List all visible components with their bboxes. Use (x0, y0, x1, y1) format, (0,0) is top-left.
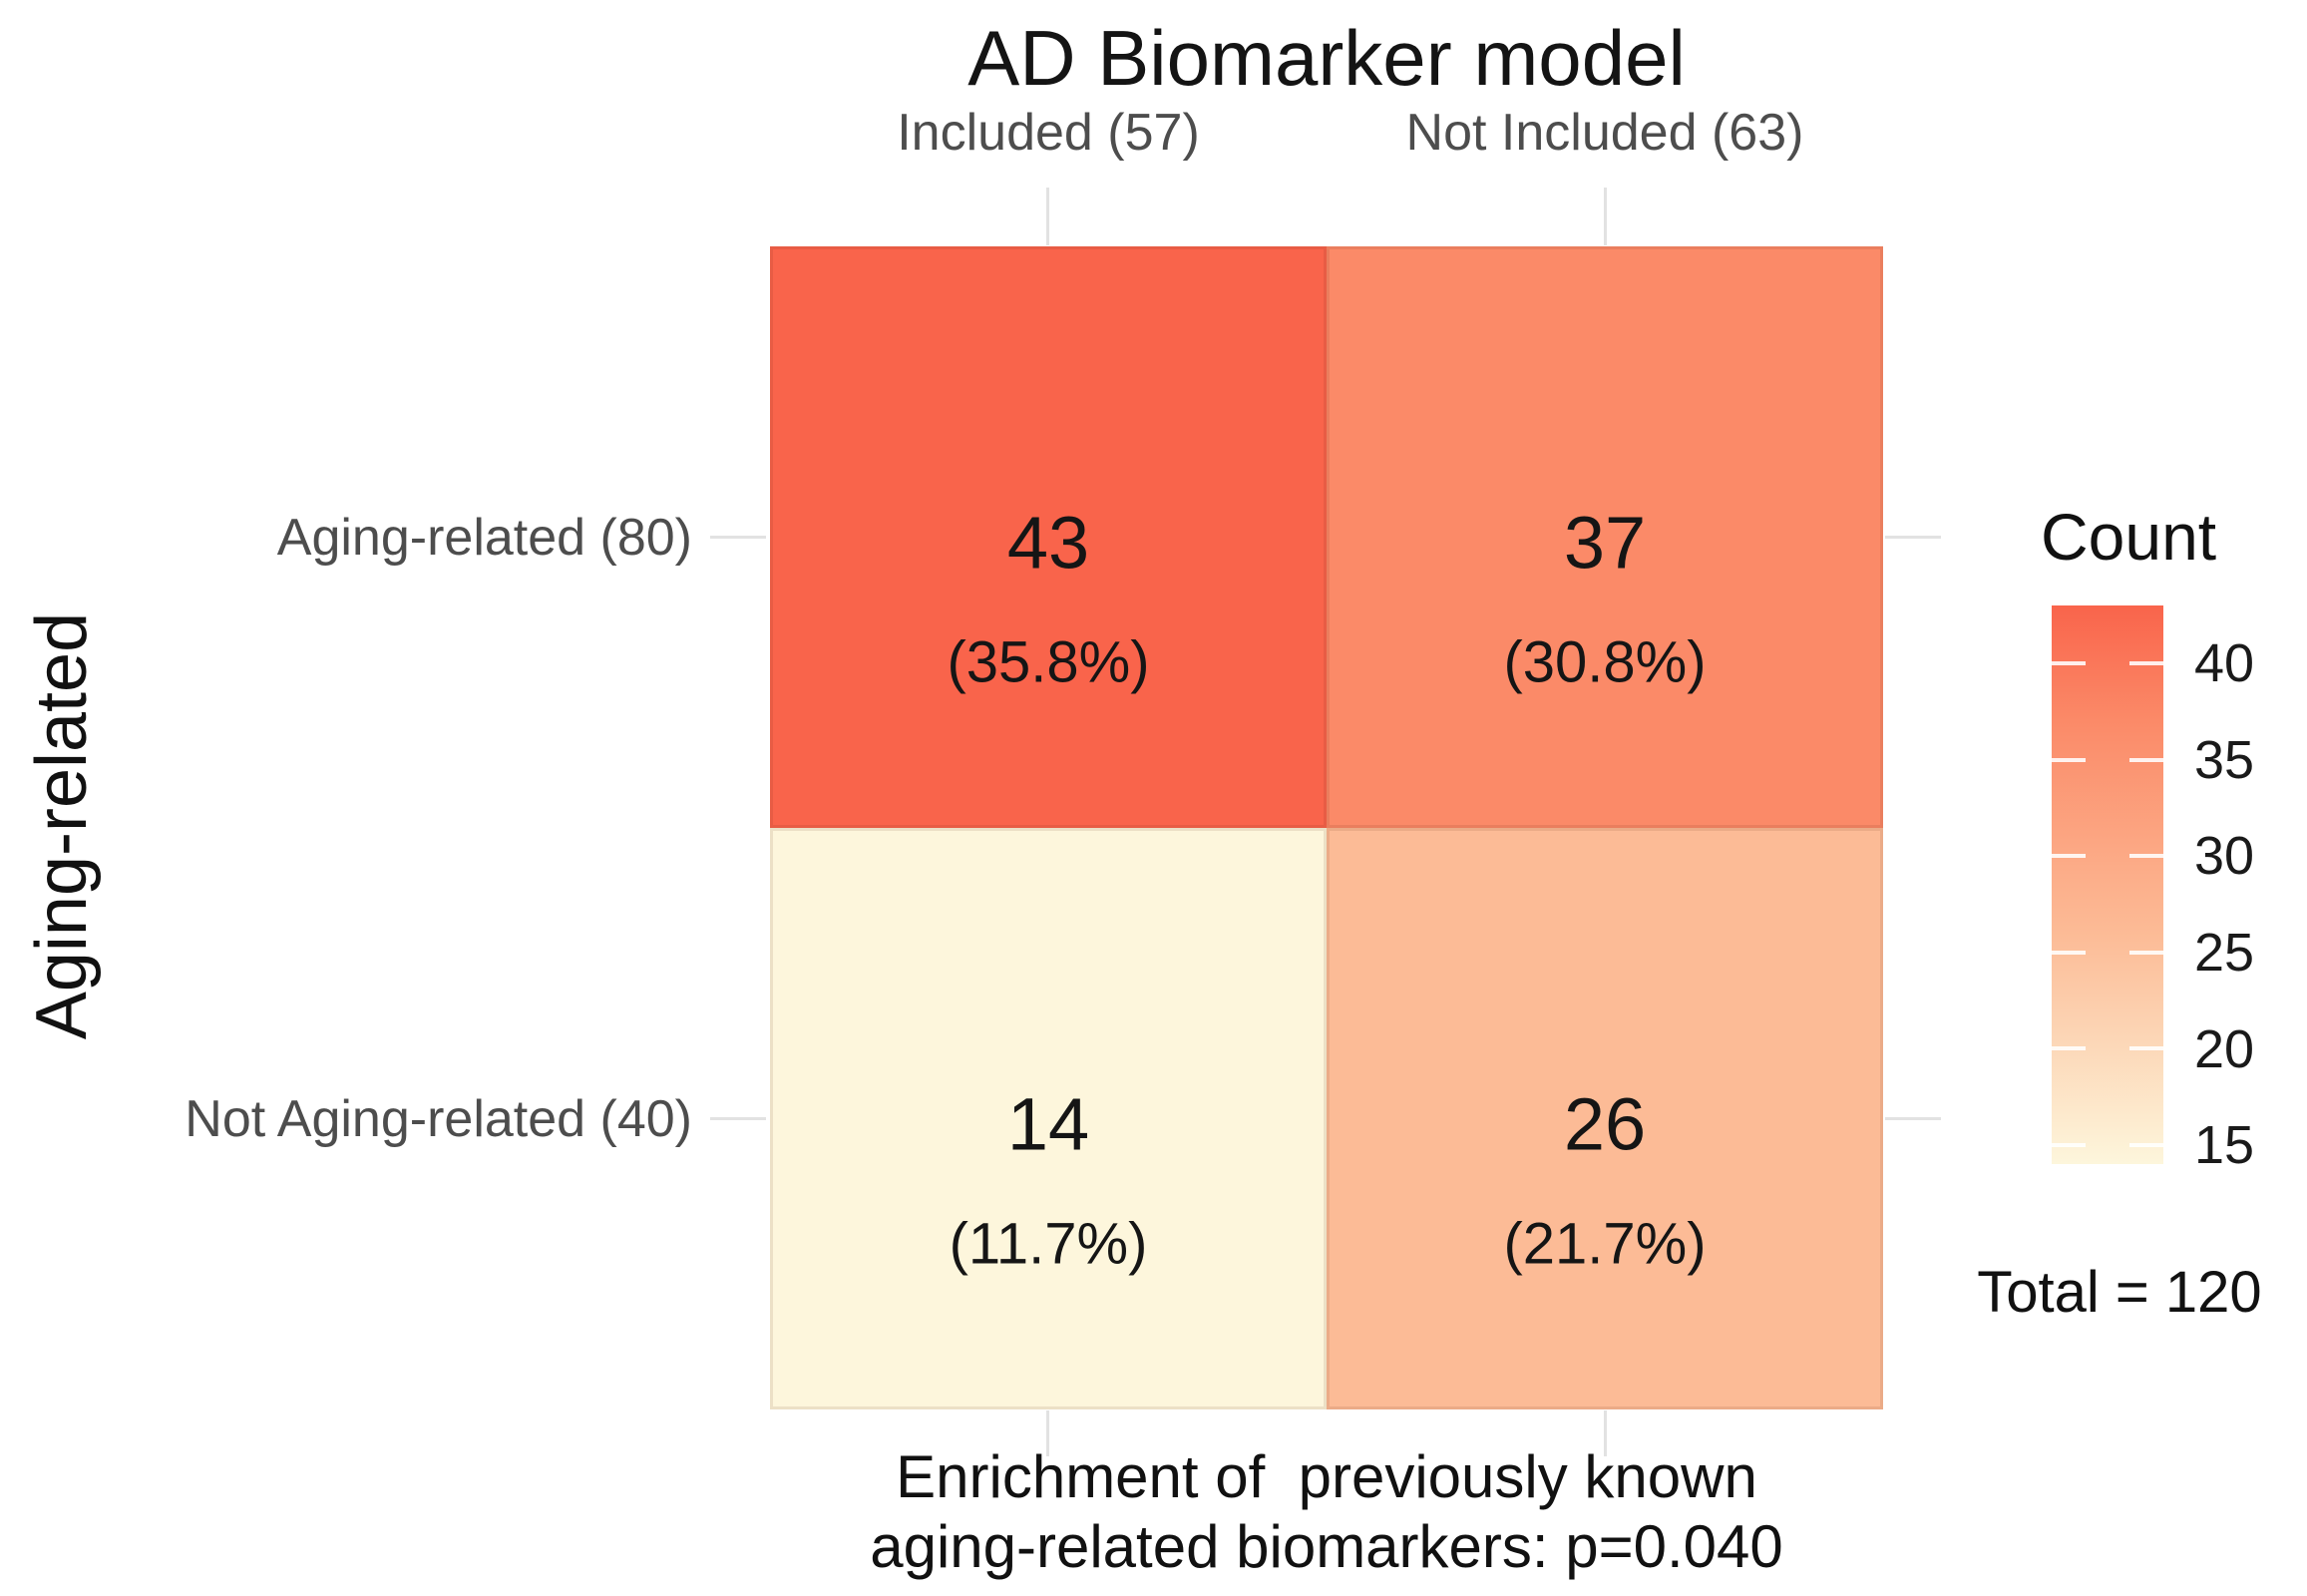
heatmap-matrix: 43 (35.8%) 37 (30.8%) 14 (11.7%) 26 (21.… (770, 246, 1883, 1409)
legend-tick-label: 25 (2194, 923, 2255, 983)
axis-tick-bottom-col2 (1604, 1410, 1607, 1456)
column-label-not-included: Not Included (63) (1405, 104, 1804, 162)
axis-tick-left-row1 (710, 536, 766, 539)
legend-tick-mark (2052, 660, 2086, 665)
axis-tick-right-row2 (1885, 1117, 1941, 1120)
legend-tick-mark (2052, 757, 2086, 762)
axis-tick-top-col2 (1604, 188, 1607, 245)
y-axis-title: Aging-related (22, 611, 102, 1040)
cell-percent: (30.8%) (1503, 629, 1707, 695)
cell-percent: (21.7%) (1503, 1211, 1707, 1277)
legend-tick-mark (2129, 950, 2163, 955)
column-label-included: Included (57) (897, 104, 1200, 162)
row-label-not-aging-related: Not Aging-related (40) (185, 1090, 692, 1148)
legend-tick-mark (2052, 1142, 2086, 1147)
legend-tick-label: 40 (2194, 633, 2255, 693)
caption-line-1: Enrichment of previously known (896, 1443, 1757, 1510)
cell-not-aging-not-included: 26 (21.7%) (1327, 828, 1883, 1409)
total-label: Total = 120 (1977, 1260, 2262, 1325)
legend-tick-mark (2129, 854, 2163, 859)
axis-tick-right-row1 (1885, 536, 1941, 539)
legend-tick-mark (2129, 1142, 2163, 1147)
legend-tick-label: 15 (2194, 1115, 2255, 1175)
cell-aging-not-included: 37 (30.8%) (1327, 246, 1883, 828)
legend-tick-mark (2052, 1046, 2086, 1051)
cell-count: 43 (1006, 501, 1090, 585)
cell-aging-included: 43 (35.8%) (770, 246, 1327, 828)
legend-title: Count (2041, 500, 2217, 574)
axis-tick-bottom-col1 (1046, 1410, 1049, 1456)
legend-tick-mark (2129, 660, 2163, 665)
axis-tick-top-col1 (1046, 188, 1049, 245)
legend-gradient-bar (2052, 605, 2163, 1164)
legend-tick-label: 20 (2194, 1019, 2255, 1079)
legend-tick-mark (2129, 757, 2163, 762)
legend-tick-mark (2129, 1046, 2163, 1051)
legend-tick-mark (2052, 854, 2086, 859)
axis-tick-left-row2 (710, 1117, 766, 1120)
cell-count: 37 (1563, 501, 1647, 585)
legend-tick-label: 30 (2194, 826, 2255, 886)
caption: Enrichment of previously known aging-rel… (670, 1442, 1983, 1582)
legend-tick-mark (2052, 950, 2086, 955)
chart-title: AD Biomarker model (967, 14, 1686, 102)
caption-line-2: aging-related biomarkers: p=0.040 (870, 1513, 1783, 1580)
cell-count: 26 (1563, 1082, 1647, 1166)
cell-percent: (35.8%) (947, 629, 1150, 695)
cell-percent: (11.7%) (949, 1211, 1148, 1277)
cell-not-aging-included: 14 (11.7%) (770, 828, 1327, 1409)
legend-tick-label: 35 (2194, 730, 2255, 790)
row-label-aging-related: Aging-related (80) (276, 509, 692, 567)
cell-count: 14 (1006, 1082, 1090, 1166)
